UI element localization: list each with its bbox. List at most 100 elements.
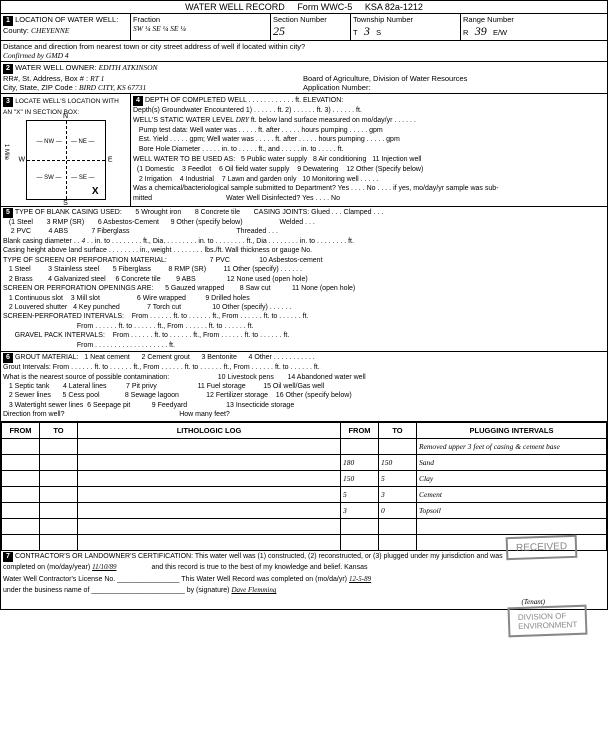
o8: 8 Saw cut <box>240 285 271 292</box>
sec-4-num: 4 <box>133 96 143 106</box>
gpm2: gpm; Well water was <box>189 136 253 143</box>
o4: 4 Key punched <box>73 304 120 311</box>
board-label: Board of Agriculture, Division of Water … <box>303 74 467 83</box>
fraction-val: SW ¼ SE ¼ SE ¼ <box>133 24 186 33</box>
township-val: 3 <box>364 24 370 38</box>
s8: 8 RMP (SR) <box>168 266 206 273</box>
u6: 6 Oil field water supply <box>219 166 289 173</box>
p2: 2 Sewer lines <box>9 392 51 399</box>
c3: 3 RMP (SR) <box>47 219 85 226</box>
blank-val: 4 <box>82 237 86 245</box>
form-no: Form WWC-5 <box>297 2 352 12</box>
stamp-d2: ENVIRONMENT <box>518 620 577 631</box>
chem: Was a chemical/bacteriological sample su… <box>133 185 349 192</box>
cell-desc <box>417 518 607 534</box>
u11: 11 Injection well <box>372 156 421 163</box>
u9: 9 Dewatering <box>297 166 338 173</box>
s11: 11 Other (specify) <box>224 266 279 273</box>
cell <box>40 454 78 470</box>
cell-from: 3 <box>341 502 379 518</box>
s3: 3 Stainless steel <box>48 266 99 273</box>
cell <box>2 470 40 486</box>
form-title: WATER WELL RECORD Form WWC-5 KSA 82a-121… <box>1 1 607 14</box>
ftto1: ft. to <box>264 313 278 320</box>
blank: Blank casing diameter <box>3 238 72 245</box>
ifyes: if yes, mo/day/yr sample was sub- <box>393 185 498 192</box>
g3: 3 Bentonite <box>201 354 236 361</box>
cell-from <box>341 438 379 454</box>
t-s: S <box>376 28 381 37</box>
cell <box>2 486 40 502</box>
o9: 9 Drilled holes <box>205 295 249 302</box>
o1: 1 Continuous slot <box>9 295 63 302</box>
cell <box>40 534 78 550</box>
g1: 1 Neat cement <box>84 354 130 361</box>
elev: ELEVATION: <box>303 97 343 104</box>
log-table: FROM TO LITHOLOGIC LOG FROM TO PLUGGING … <box>1 422 607 551</box>
no2: No <box>331 195 340 202</box>
r-r: R <box>463 28 468 37</box>
cell <box>2 502 40 518</box>
section-2-row: 2 WATER WELL OWNER: EDITH ATKINSON RR#, … <box>1 62 607 94</box>
t-t: T <box>353 28 358 37</box>
cell-to <box>379 534 417 550</box>
p16: 16 Other (specify below) <box>276 392 352 399</box>
cell <box>2 454 40 470</box>
s5: 5 Fiberglass <box>113 266 151 273</box>
record: This Water Well Record was completed on … <box>181 576 347 583</box>
h-to1: TO <box>40 422 78 438</box>
sec-6-num: 6 <box>3 353 13 363</box>
cell <box>78 486 341 502</box>
compass-s: S <box>63 200 68 207</box>
sec3-label: LOCATE WELL'S LOCATION WITH AN "X" IN SE… <box>3 98 119 116</box>
ft2a: ft. <box>303 313 309 320</box>
log-row: 53Cement <box>2 486 607 502</box>
range-label: Range Number <box>463 15 514 24</box>
cell <box>40 502 78 518</box>
rest: and this record is true to the best of m… <box>152 564 368 571</box>
sec-5-num: 5 <box>3 208 13 218</box>
bore: Bore Hole Diameter <box>139 146 200 153</box>
section-1-row: 1 LOCATION OF WATER WELL: County: CHEYEN… <box>1 14 607 41</box>
cell <box>40 438 78 454</box>
o2: 2 Louvered shutter <box>9 304 67 311</box>
from1: From <box>132 313 148 320</box>
cell-to: 3 <box>379 486 417 502</box>
c1: 1 Steel <box>11 219 33 226</box>
contam: What is the nearest source of possible c… <box>3 374 169 381</box>
into: in. to <box>222 146 237 153</box>
county-label: County: <box>3 26 29 35</box>
o10: 10 Other (specify) <box>212 304 268 311</box>
s7: 7 PVC <box>210 257 230 264</box>
p6: 6 Seepage pit <box>87 402 130 409</box>
c6: 6 Asbestos-Cement <box>98 219 159 226</box>
hours: hours pumping <box>301 127 347 134</box>
d3: ft. 3) <box>317 107 331 114</box>
s1: 1 Steel <box>9 266 31 273</box>
c8: 8 Concrete tile <box>195 209 240 216</box>
distance-row: Distance and direction from nearest town… <box>1 41 607 62</box>
s9: 9 ABS <box>176 276 195 283</box>
cell-from <box>341 518 379 534</box>
cell-from: 180 <box>341 454 379 470</box>
cert: CONTRACTOR'S OR LANDOWNER'S CERTIFICATIO… <box>15 553 503 560</box>
distance-val: Confirmed by GMD 4 <box>3 51 69 60</box>
static-val: DRY <box>236 116 249 124</box>
cell-from: 150 <box>341 470 379 486</box>
loc-label: LOCATION OF WATER WELL: <box>15 15 118 24</box>
city-val: BIRD CITY, KS 67731 <box>79 83 146 92</box>
to1: ft. to <box>173 313 187 320</box>
city-label: City, State, ZIP Code : <box>3 83 77 92</box>
sig: Dave Flemming <box>231 586 276 594</box>
height: Casing height above land surface <box>3 247 107 254</box>
cell <box>78 534 341 550</box>
gpi: GRAVEL PACK INTERVALS: <box>15 332 105 339</box>
u8: 8 Air conditioning <box>313 156 366 163</box>
nw-label: — NW — <box>37 139 62 145</box>
u7: 7 Lawn and garden only <box>222 176 297 183</box>
p10: 10 Livestock pens <box>218 374 274 381</box>
range-val: 39 <box>475 24 487 38</box>
section-box: N S E W — NW — — NE — — SW — — SE — X <box>26 120 106 200</box>
p3: 3 Watertight sewer lines <box>9 402 83 409</box>
p9: 9 Feedyard <box>152 402 187 409</box>
